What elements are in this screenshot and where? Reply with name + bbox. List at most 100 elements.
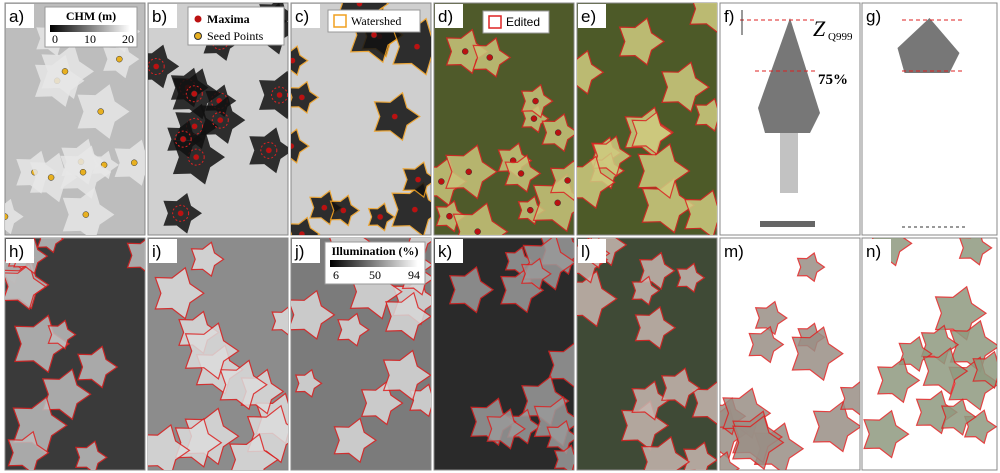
point bbox=[391, 113, 399, 120]
panel-label: b) bbox=[152, 7, 167, 26]
search-window bbox=[148, 57, 165, 75]
crown bbox=[148, 44, 180, 89]
panel-content bbox=[448, 238, 574, 470]
legend-entry: Watershed bbox=[351, 14, 401, 28]
point bbox=[321, 204, 328, 211]
crown bbox=[7, 430, 50, 470]
crown bbox=[385, 291, 431, 342]
seed-marker bbox=[194, 32, 202, 40]
crown bbox=[75, 440, 108, 470]
panel-label: f) bbox=[724, 7, 734, 26]
search-window bbox=[174, 130, 192, 148]
point bbox=[298, 230, 306, 235]
crown bbox=[114, 139, 145, 186]
crown bbox=[337, 312, 370, 347]
panel-label: a) bbox=[9, 7, 24, 26]
panel-label-bg bbox=[292, 4, 320, 28]
search-window bbox=[260, 141, 278, 159]
panel-label: j) bbox=[294, 242, 304, 261]
panel: c) bbox=[290, 2, 432, 236]
crown bbox=[553, 444, 574, 470]
panel-label-bg bbox=[721, 4, 749, 28]
overlay: Z Q999 75% CHM (m) 0 10 20 Maxima Seed P… bbox=[44, 6, 965, 285]
point bbox=[554, 199, 561, 207]
panel: f) bbox=[719, 2, 861, 236]
point bbox=[356, 3, 363, 7]
point bbox=[554, 129, 562, 136]
legend-entry: Maxima bbox=[207, 12, 250, 26]
crown bbox=[796, 251, 826, 283]
legend-title: Illumination (%) bbox=[331, 244, 418, 258]
z-label: Z bbox=[813, 16, 826, 41]
point bbox=[298, 94, 306, 101]
panel-content bbox=[5, 10, 145, 235]
crown bbox=[940, 398, 977, 436]
point bbox=[530, 115, 538, 122]
crown bbox=[577, 49, 605, 95]
panel-label: e) bbox=[581, 7, 596, 26]
crown bbox=[634, 305, 677, 350]
crown bbox=[190, 241, 225, 278]
point bbox=[97, 108, 104, 115]
crown bbox=[631, 275, 661, 306]
panel-content bbox=[897, 18, 960, 73]
crown bbox=[174, 417, 223, 468]
panel-content bbox=[720, 251, 860, 470]
edited-swatch bbox=[488, 15, 502, 29]
panel: k) bbox=[433, 237, 575, 471]
crown bbox=[684, 189, 717, 235]
legend-box bbox=[327, 9, 421, 33]
crown bbox=[154, 266, 205, 320]
crown bbox=[520, 257, 552, 291]
crown bbox=[184, 322, 240, 380]
legend-entry: Seed Points bbox=[207, 29, 264, 43]
panel-label-bg bbox=[863, 239, 891, 263]
point bbox=[82, 211, 90, 218]
crown bbox=[691, 381, 717, 425]
panel-label-bg bbox=[149, 4, 177, 28]
panel-label-bg bbox=[149, 239, 177, 263]
point bbox=[5, 213, 9, 220]
point bbox=[191, 90, 198, 98]
panel-content bbox=[577, 3, 717, 235]
point bbox=[276, 91, 283, 99]
panel-label-bg bbox=[863, 4, 891, 28]
maxima-marker bbox=[194, 15, 202, 23]
point bbox=[376, 213, 384, 221]
crown bbox=[898, 335, 933, 373]
crown bbox=[452, 202, 509, 235]
crown bbox=[392, 17, 431, 76]
crown bbox=[641, 177, 696, 234]
point bbox=[517, 170, 525, 177]
crown bbox=[549, 160, 574, 201]
panel-content bbox=[148, 241, 288, 470]
point bbox=[191, 123, 198, 130]
crown bbox=[486, 408, 526, 450]
crown bbox=[732, 414, 785, 470]
crown bbox=[291, 45, 309, 77]
panel-label: c) bbox=[295, 7, 309, 26]
crown bbox=[631, 380, 670, 421]
crown bbox=[618, 17, 666, 66]
point bbox=[217, 116, 224, 124]
crown bbox=[754, 300, 788, 336]
z-sub: Q999 bbox=[828, 31, 853, 43]
crown bbox=[660, 367, 701, 409]
crown bbox=[547, 342, 574, 388]
legend-box bbox=[187, 6, 285, 46]
panel-label-bg bbox=[578, 239, 606, 263]
crown bbox=[631, 111, 674, 156]
search-window bbox=[211, 111, 229, 129]
crown bbox=[291, 289, 336, 341]
crown bbox=[958, 238, 993, 266]
panel: h) bbox=[4, 237, 146, 471]
point bbox=[414, 176, 422, 183]
point bbox=[370, 31, 378, 39]
panel-label: i) bbox=[152, 242, 161, 261]
panel: n) bbox=[861, 237, 998, 471]
crown bbox=[259, 70, 288, 120]
crown bbox=[14, 314, 71, 374]
crown bbox=[877, 357, 921, 404]
crown bbox=[219, 359, 268, 411]
